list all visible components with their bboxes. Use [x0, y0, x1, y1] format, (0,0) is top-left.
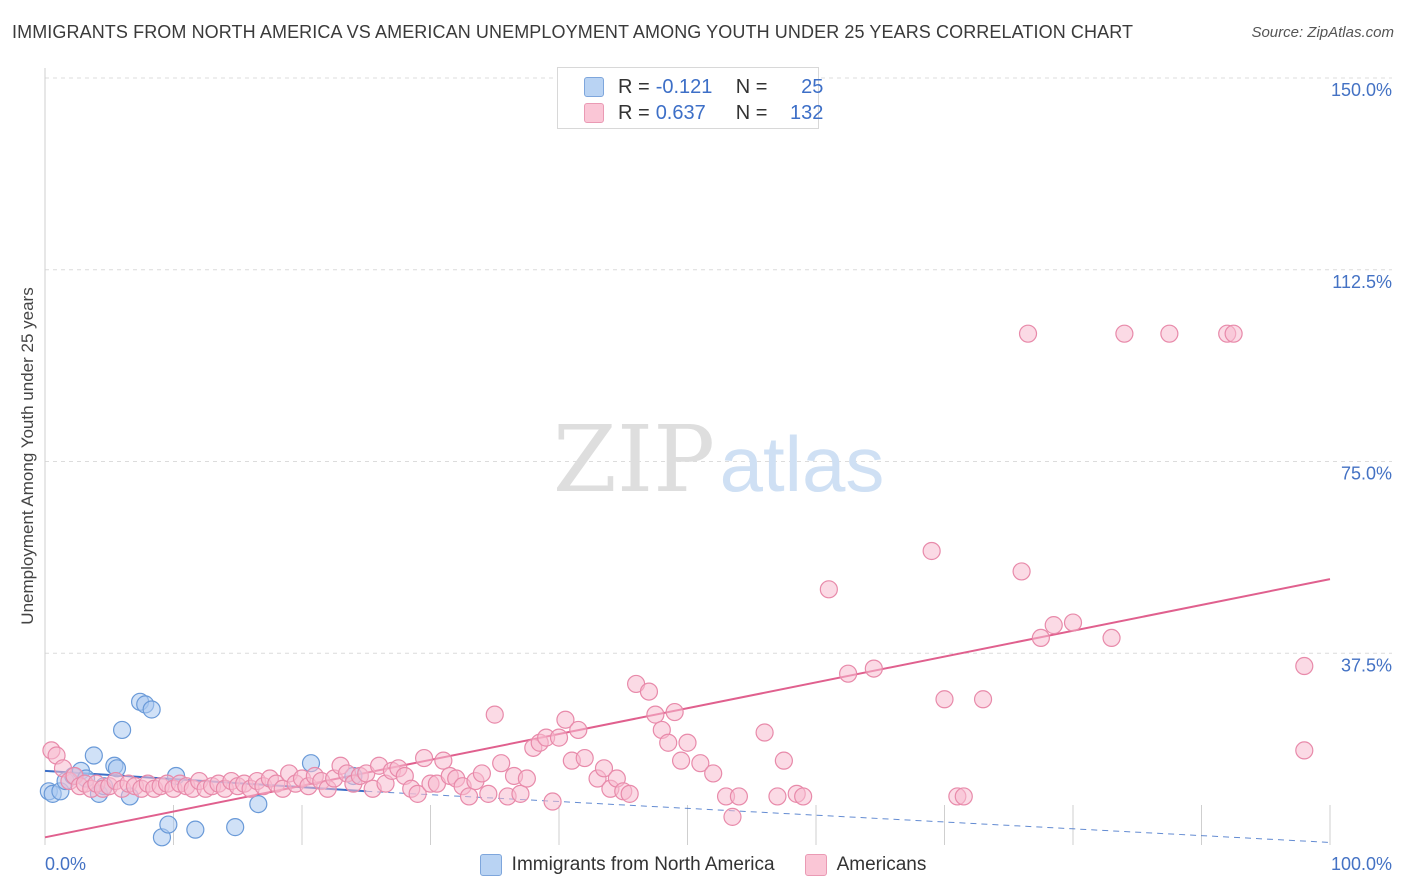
data-point-pink — [479, 784, 498, 803]
legend-swatch-blue — [479, 854, 502, 876]
data-point-pink — [485, 705, 504, 724]
data-point-pink — [646, 705, 665, 724]
y-tick-label: 37.5% — [1341, 655, 1392, 675]
data-point-pink — [569, 720, 588, 740]
data-point-blue — [112, 720, 132, 740]
r-label: R = — [618, 101, 650, 124]
data-point-pink — [492, 754, 511, 773]
y-tick-label: 75.0% — [1341, 464, 1392, 484]
legend-swatch-pink — [584, 103, 604, 123]
data-points — [39, 324, 1314, 847]
data-point-pink — [723, 807, 742, 826]
data-point-pink — [1063, 613, 1083, 632]
gridlines — [45, 77, 1392, 654]
legend-swatch-pink — [804, 854, 827, 876]
data-point-pink — [1224, 324, 1243, 343]
data-point-pink — [704, 764, 723, 783]
series-legend: Immigrants from North America Americans — [0, 851, 1406, 879]
data-point-pink — [434, 751, 453, 770]
x-tick-label: 0.0% — [45, 854, 86, 874]
r-value: 0.637 — [655, 101, 706, 124]
data-point-pink — [1115, 324, 1134, 343]
correlation-legend: R = -0.121 N = 25 R = 0.637 N = 132 — [557, 67, 823, 129]
watermark-atlas: atlas — [720, 420, 885, 508]
legend-item-americans[interactable]: Americans — [804, 854, 927, 876]
data-point-pink — [1295, 656, 1314, 676]
legend-row-blue: R = -0.121 N = 25 — [584, 74, 823, 100]
n-value: 132 — [790, 101, 824, 124]
data-point-pink — [594, 759, 614, 778]
r-value: -0.121 — [655, 75, 713, 98]
r-label: R = — [618, 75, 650, 98]
data-point-pink — [665, 702, 684, 722]
data-point-pink — [1031, 628, 1050, 648]
data-point-pink — [472, 764, 491, 783]
data-point-pink — [511, 784, 530, 803]
legend-label: Americans — [836, 854, 927, 875]
data-point-blue — [84, 746, 103, 765]
data-point-pink — [620, 784, 639, 803]
data-point-pink — [691, 754, 710, 773]
data-point-blue — [226, 818, 245, 837]
data-point-pink — [954, 787, 973, 806]
tick-labels: 37.5% 75.0% 112.5% 150.0% 0.0% 100.0% — [45, 80, 1392, 874]
data-point-pink — [549, 728, 569, 747]
data-point-pink — [575, 748, 594, 768]
data-point-pink — [729, 787, 749, 806]
n-label: N = — [735, 101, 768, 124]
data-point-pink — [755, 723, 774, 742]
data-point-pink — [1295, 741, 1314, 760]
data-point-blue — [159, 815, 178, 834]
x-tick-label: 100.0% — [1331, 854, 1392, 874]
source-label: Source: ZipAtlas.com — [1251, 24, 1394, 41]
data-point-pink — [1102, 628, 1121, 648]
trend-line-pink — [44, 578, 1331, 839]
data-point-pink — [543, 792, 562, 811]
data-point-pink — [794, 787, 813, 806]
data-point-blue — [142, 700, 161, 719]
legend-label: Immigrants from North America — [511, 854, 775, 875]
data-point-pink — [1160, 324, 1179, 343]
watermark-zip: ZIP — [553, 406, 715, 513]
data-point-pink — [556, 710, 575, 729]
data-point-blue — [249, 794, 268, 814]
chart-title: IMMIGRANTS FROM NORTH AMERICA VS AMERICA… — [12, 22, 1134, 42]
watermark: ZIP atlas — [553, 406, 884, 513]
data-point-pink — [1018, 324, 1038, 343]
data-point-pink — [659, 733, 678, 752]
data-point-pink — [1012, 562, 1031, 581]
data-point-pink — [678, 733, 697, 752]
data-point-pink — [973, 690, 993, 709]
n-label: N = — [735, 75, 768, 98]
legend-swatch-blue — [584, 77, 604, 97]
n-value: 25 — [801, 75, 824, 98]
data-point-pink — [839, 664, 858, 683]
y-tick-label: 112.5% — [1332, 272, 1392, 292]
data-point-pink — [1044, 616, 1063, 635]
data-point-blue — [186, 820, 205, 839]
y-tick-label: 150.0% — [1331, 80, 1392, 100]
axes — [44, 68, 1331, 845]
data-point-pink — [864, 659, 883, 678]
data-point-pink — [671, 751, 691, 770]
data-point-pink — [414, 748, 434, 768]
legend-row-pink: R = 0.637 N = 132 — [584, 100, 823, 126]
data-point-pink — [639, 682, 659, 701]
data-point-pink — [935, 690, 954, 709]
data-point-pink — [922, 541, 941, 561]
data-point-pink — [819, 580, 838, 599]
legend-item-immigrants[interactable]: Immigrants from North America — [479, 854, 775, 876]
data-point-pink — [517, 769, 536, 788]
data-point-pink — [774, 751, 793, 770]
data-point-pink — [768, 787, 787, 806]
trend-lines — [44, 578, 1331, 843]
trend-line-extension-blue — [366, 790, 1331, 843]
data-point-pink — [459, 787, 479, 806]
y-axis-label: Unemployment Among Youth under 25 years — [18, 287, 37, 625]
data-point-pink — [408, 784, 427, 803]
